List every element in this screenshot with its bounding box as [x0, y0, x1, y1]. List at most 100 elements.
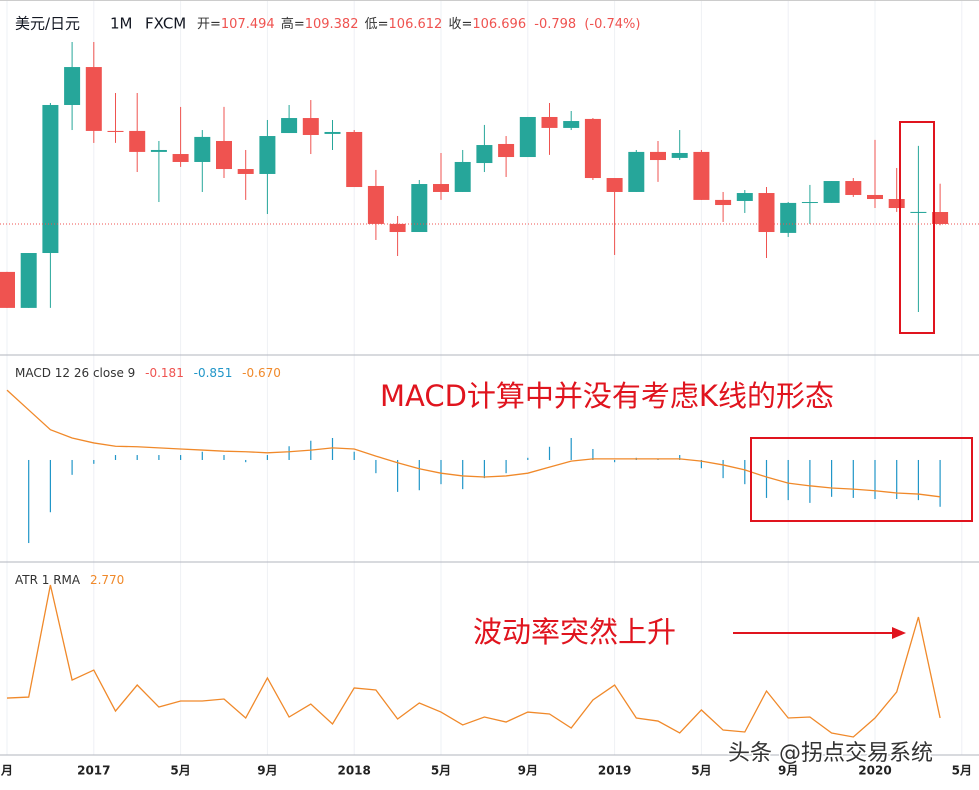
- macd-bar: [570, 437, 572, 460]
- highlight-box: [899, 121, 935, 334]
- line: [6, 584, 941, 738]
- atr-value: 2.770: [90, 573, 124, 587]
- x-tick-label: 2020: [858, 764, 891, 778]
- macd-bar: [71, 459, 73, 475]
- candle-body: [259, 136, 276, 174]
- source: FXCM: [145, 15, 186, 33]
- macd-bar: [939, 459, 941, 507]
- macd-header: MACD 12 26 close 9 -0.181 -0.851 -0.670: [15, 366, 281, 380]
- x-tick-label: 9月: [778, 764, 798, 778]
- macd-bar: [418, 459, 420, 491]
- macd-bar: [592, 448, 594, 460]
- macd-bar: [700, 459, 702, 469]
- x-tick-label: 2017: [77, 764, 110, 778]
- macd-bar: [397, 459, 399, 492]
- signal-value: -0.670: [242, 366, 281, 380]
- macd-bar: [440, 459, 442, 485]
- candle-body: [563, 121, 580, 128]
- macd-bar: [266, 455, 268, 460]
- macd-bar: [331, 437, 334, 460]
- highlight-box: [750, 437, 973, 522]
- atr-annotation: 波动率突然上升: [473, 615, 676, 649]
- x-tick-label: 2018: [337, 764, 370, 778]
- candle-body: [324, 131, 341, 134]
- candle-body: [671, 152, 688, 158]
- candle-body: [541, 116, 558, 128]
- candle-body: [0, 271, 15, 308]
- candle-body: [519, 116, 536, 158]
- macd-value: -0.851: [194, 366, 233, 380]
- atr-title: ATR 1 RMA: [15, 573, 81, 587]
- x-tick-label: 5月: [952, 764, 972, 778]
- candle-body: [736, 193, 753, 201]
- macd-bar: [288, 446, 290, 460]
- candle-body: [780, 202, 797, 233]
- macd-bar: [505, 459, 507, 474]
- candle-body: [367, 185, 384, 224]
- candle-body: [867, 194, 883, 200]
- x-tick-label: 月: [0, 764, 13, 778]
- candle-body: [107, 130, 124, 132]
- candle-body: [932, 212, 949, 224]
- interval: 1M: [110, 15, 133, 33]
- candle-body: [650, 151, 666, 161]
- x-tick-label: 2019: [598, 764, 631, 778]
- candle-body: [42, 104, 59, 254]
- plot-area: [0, 0, 979, 755]
- macd-bar: [744, 459, 746, 485]
- macd-bar: [180, 455, 182, 460]
- candle-body: [411, 184, 428, 233]
- line: [6, 389, 941, 498]
- macd-bar: [896, 459, 898, 500]
- ohlc-value: 109.382: [305, 17, 359, 32]
- ohlc-value: 107.494: [221, 17, 275, 32]
- macd-bar: [375, 459, 377, 474]
- macd-bar: [114, 455, 117, 460]
- candle-body: [237, 169, 254, 174]
- candle-body: [823, 181, 840, 203]
- macd-title: MACD 12 26 close 9: [15, 366, 135, 380]
- macd-bar: [614, 459, 616, 463]
- candle-body: [85, 67, 102, 131]
- symbol-title: 美元/日元: [15, 15, 80, 33]
- candle-body: [389, 223, 406, 233]
- macd-bar: [548, 446, 551, 460]
- macd-bar: [201, 451, 203, 460]
- x-tick-label: 5月: [691, 764, 711, 778]
- candle-body: [888, 199, 905, 209]
- ohlc-header: 开=107.494 高=109.382 低=106.612 收=106.696 …: [197, 16, 640, 32]
- candle-body: [693, 151, 710, 200]
- macd-bar: [245, 459, 247, 463]
- macd-bar: [353, 451, 355, 460]
- macd-bar: [527, 457, 529, 460]
- change: -0.798: [534, 17, 576, 32]
- x-tick-label: 9月: [518, 764, 538, 778]
- atr-header: ATR 1 RMA 2.770: [15, 573, 124, 587]
- x-tick-label: 5月: [170, 764, 190, 778]
- arrow-head: [892, 627, 906, 639]
- candle-body: [20, 253, 37, 308]
- candle-body: [715, 199, 732, 206]
- ohlc-label: 收=: [448, 17, 472, 32]
- macd-bar: [874, 459, 876, 500]
- candle-body: [758, 193, 775, 233]
- ohlc-label: 低=: [365, 17, 389, 32]
- candle-body: [281, 118, 298, 134]
- candle-body: [476, 145, 493, 164]
- macd-bar: [765, 459, 768, 498]
- candle-body: [910, 211, 927, 213]
- macd-bar: [462, 459, 464, 490]
- candle-body: [433, 184, 449, 192]
- macd-bar: [483, 459, 485, 479]
- candle-body: [454, 161, 471, 192]
- candle-body: [172, 154, 189, 162]
- candle-body: [150, 149, 167, 152]
- macd-bar: [136, 455, 138, 460]
- macd-bar: [831, 459, 833, 497]
- candle-body: [302, 118, 319, 135]
- ohlc-value: 106.696: [472, 17, 526, 32]
- macd-bar: [787, 459, 789, 501]
- macd-bar: [28, 459, 30, 544]
